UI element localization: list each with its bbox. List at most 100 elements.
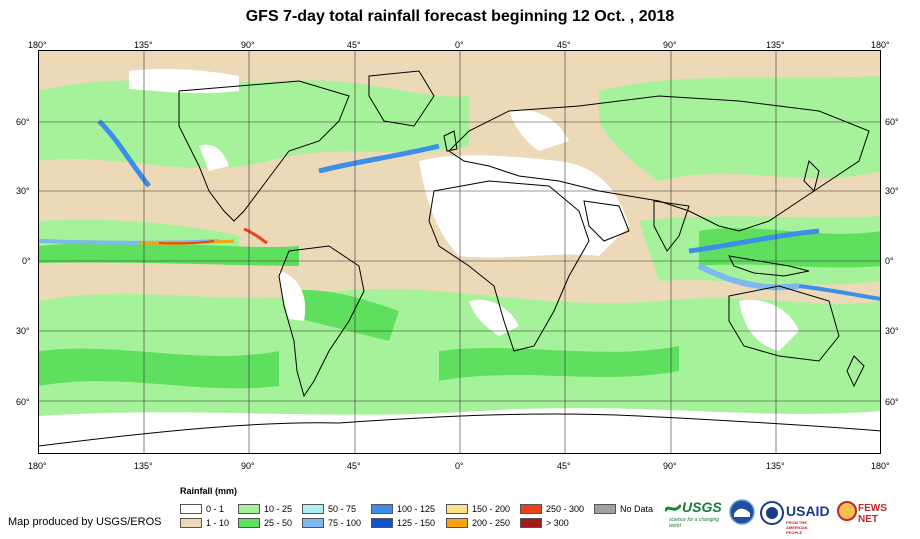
lon-label: 180°: [28, 461, 47, 471]
fews-net-logo-text: FEWS NET: [858, 503, 887, 525]
legend-swatch: [594, 503, 616, 514]
legend-item: 1 - 10: [180, 517, 229, 528]
antarctica-outline: [39, 413, 880, 447]
lon-label: 45°: [347, 40, 361, 50]
lat-lon-grid: [39, 51, 880, 453]
usgs-wave-icon: [665, 503, 681, 512]
map-title: GFS 7-day total rainfall forecast beginn…: [245, 8, 675, 25]
lat-label: 30°: [885, 326, 899, 336]
legend-label: No Data: [620, 503, 654, 514]
legend-swatch: [371, 517, 393, 528]
lat-label: 30°: [885, 186, 899, 196]
lon-label: 90°: [663, 40, 677, 50]
lat-label: 0°: [885, 256, 894, 266]
rainfall-map-canvas: [39, 51, 880, 453]
legend-swatch: [180, 517, 202, 528]
lon-label: 45°: [347, 461, 361, 471]
legend-item: 150 - 200: [446, 503, 510, 514]
legend-item: 200 - 250: [446, 517, 510, 528]
lon-label: 45°: [557, 461, 571, 471]
lon-label: 135°: [134, 40, 153, 50]
africa-outline: [428, 180, 590, 352]
lon-label: 180°: [28, 40, 47, 50]
south-america-outline: [278, 245, 365, 398]
legend-label: 125 - 150: [397, 517, 436, 528]
usgs-logo-text: USGS: [682, 499, 722, 515]
legend-item: 250 - 300: [520, 503, 584, 514]
rainfall-itcz-band: [39, 227, 268, 245]
legend-label: 200 - 250: [472, 517, 511, 528]
lon-label: 90°: [663, 461, 677, 471]
legend-item: No Data: [594, 503, 653, 514]
legend-swatch: [238, 517, 260, 528]
legend-title: Rainfall (mm): [180, 486, 238, 496]
legend-item: 100 - 125: [371, 503, 435, 514]
legend-item: 0 - 1: [180, 503, 224, 514]
rainfall-25-50-areas: [39, 228, 880, 389]
legend-swatch: [371, 503, 393, 514]
rainfall-heavy-streaks: [97, 119, 880, 301]
new-zealand-outline: [846, 355, 865, 388]
lat-label: 30°: [16, 326, 30, 336]
legend-swatch: [238, 503, 260, 514]
legend-item: 25 - 50: [238, 517, 292, 528]
legend-label: 150 - 200: [472, 503, 511, 514]
north-america-outline: [178, 80, 350, 222]
legend-item: > 300: [520, 517, 569, 528]
rainfall-map: [38, 50, 881, 454]
usaid-tagline: FROM THE AMERICAN PEOPLE: [786, 520, 808, 535]
legend-swatch: [302, 517, 324, 528]
japan-outline: [803, 160, 820, 192]
lat-label: 30°: [16, 186, 30, 196]
legend-swatch: [446, 503, 468, 514]
fews-net-globe-icon: [837, 501, 857, 521]
lat-label: 0°: [22, 256, 31, 266]
usgs-tagline: science for a changing world: [669, 517, 720, 529]
legend-item: 10 - 25: [238, 503, 292, 514]
legend-item: 125 - 150: [371, 517, 435, 528]
agency-logos: USGS science for a changing world USAID …: [665, 497, 915, 535]
legend-label: 100 - 125: [397, 503, 436, 514]
lon-label: 180°: [871, 461, 890, 471]
lat-label: 60°: [885, 397, 899, 407]
legend-swatch: [520, 503, 542, 514]
lon-label: 180°: [871, 40, 890, 50]
india-outline: [653, 200, 690, 252]
legend-label: > 300: [546, 517, 569, 528]
legend-label: 250 - 300: [546, 503, 585, 514]
lon-label: 135°: [134, 461, 153, 471]
noaa-logo: [729, 499, 755, 530]
eurasia-outline: [448, 95, 870, 232]
lat-label: 60°: [885, 117, 899, 127]
lat-label: 60°: [16, 397, 30, 407]
lon-label: 45°: [557, 40, 571, 50]
legend-swatch: [520, 517, 542, 528]
legend-label: 0 - 1: [206, 503, 225, 514]
noaa-seal-icon: [729, 499, 755, 525]
arabia-outline: [583, 200, 630, 242]
lon-label: 0°: [455, 461, 464, 471]
credit-text: Map produced by USGS/EROS: [8, 516, 162, 528]
greenland-outline: [368, 70, 435, 127]
legend-swatch: [446, 517, 468, 528]
lon-label: 135°: [766, 40, 785, 50]
uk-outline: [443, 130, 458, 152]
legend-label: 10 - 25: [264, 503, 293, 514]
legend-label: 50 - 75: [328, 503, 357, 514]
usgs-logo: USGS science for a changing world: [665, 497, 727, 529]
lon-label: 135°: [766, 461, 785, 471]
lon-label: 90°: [241, 40, 255, 50]
indonesia-outline: [728, 255, 810, 277]
legend-swatch: [180, 503, 202, 514]
legend-label: 75 - 100: [328, 517, 362, 528]
lat-label: 60°: [16, 117, 30, 127]
legend-item: 75 - 100: [302, 517, 361, 528]
legend-label: 1 - 10: [206, 517, 230, 528]
australia-outline: [728, 285, 840, 362]
legend-label: 25 - 50: [264, 517, 293, 528]
continent-outlines: [39, 70, 880, 447]
lon-label: 90°: [241, 461, 255, 471]
usaid-seal-icon: [760, 501, 784, 525]
lon-label: 0°: [455, 40, 464, 50]
legend-item: 50 - 75: [302, 503, 356, 514]
